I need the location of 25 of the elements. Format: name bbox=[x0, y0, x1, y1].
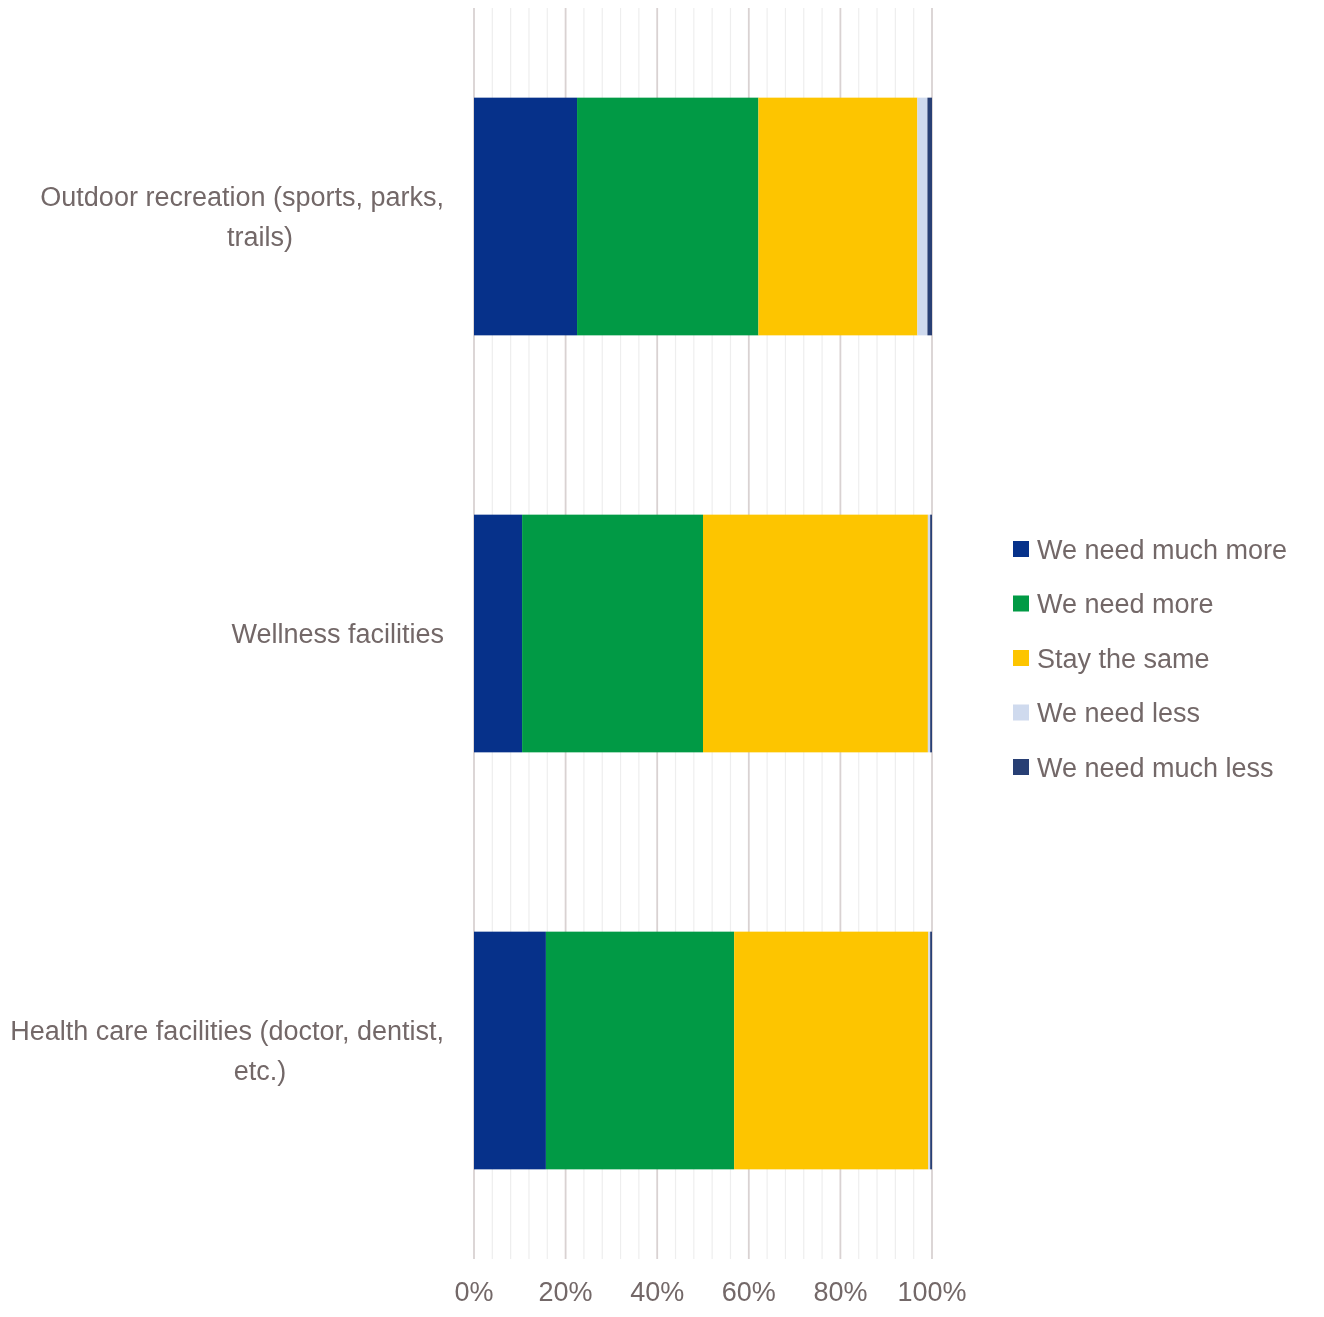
bar bbox=[474, 97, 578, 336]
x-tick-label: 0% bbox=[454, 1277, 494, 1307]
bar bbox=[927, 97, 932, 336]
legend-label: We need much less bbox=[1037, 752, 1274, 783]
bar bbox=[734, 931, 929, 1170]
bar bbox=[545, 931, 735, 1170]
y-tick-label: Wellness facilities bbox=[231, 619, 444, 650]
legend-label: Stay the same bbox=[1037, 643, 1210, 674]
x-tick-label: 80% bbox=[813, 1277, 868, 1307]
legend-label: We need less bbox=[1037, 698, 1201, 729]
bar bbox=[577, 97, 759, 336]
bar bbox=[917, 97, 928, 336]
bar bbox=[474, 514, 523, 753]
y-tick-label: Outdoor recreation (sports, parks, trails) bbox=[40, 182, 444, 253]
y-tick-label: Health care facilities (doctor, dentist, etc.) bbox=[10, 1016, 444, 1087]
legend-label: We need more bbox=[1037, 589, 1214, 620]
x-tick-label: 100% bbox=[897, 1277, 967, 1307]
x-tick-label: 60% bbox=[721, 1277, 776, 1307]
x-tick-label: 40% bbox=[630, 1277, 685, 1307]
bar bbox=[474, 931, 546, 1170]
bar bbox=[522, 514, 703, 753]
legend-label: We need much more bbox=[1037, 534, 1288, 565]
bar bbox=[758, 97, 918, 336]
bar bbox=[703, 514, 928, 753]
x-tick-label: 20% bbox=[538, 1277, 593, 1307]
